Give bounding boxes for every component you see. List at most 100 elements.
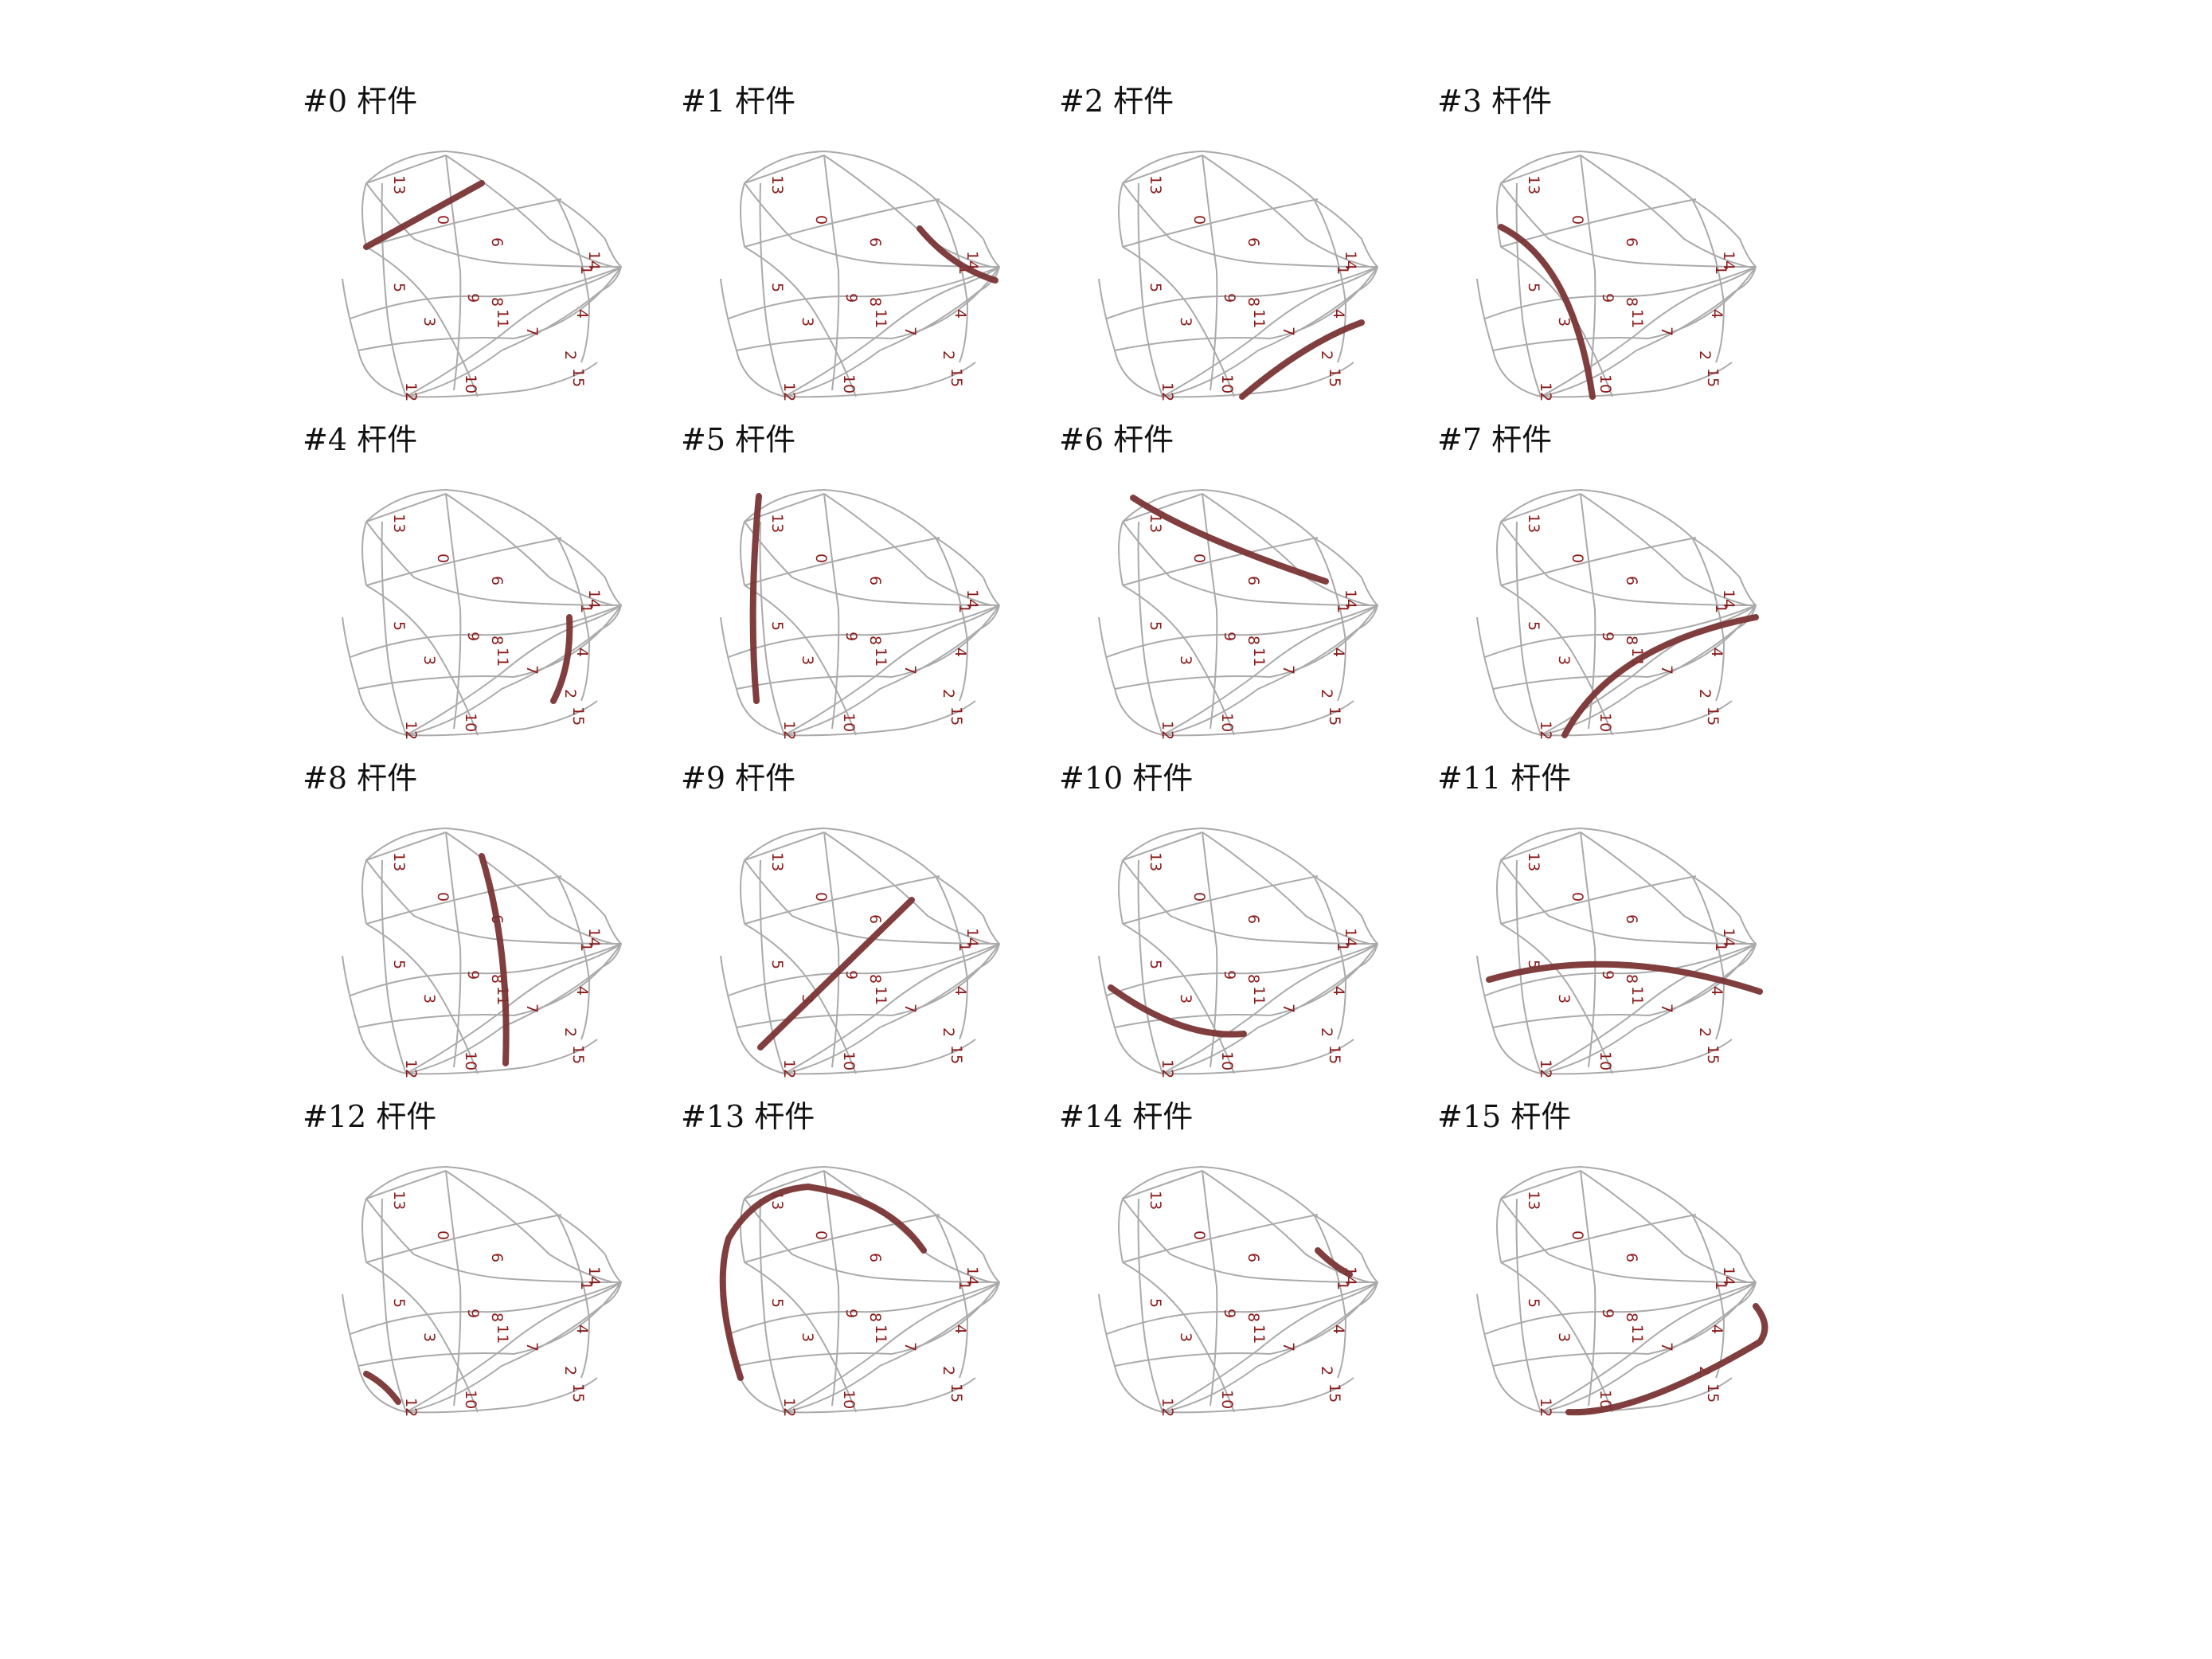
node-label-2: 2 — [561, 350, 579, 360]
node-label-8: 8 — [866, 297, 884, 307]
node-label-4: 4 — [952, 309, 969, 319]
mesh-edge — [365, 521, 622, 606]
node-label-11: 11 — [494, 309, 511, 328]
node-label-12: 12 — [780, 1059, 798, 1078]
node-label-14: 14 — [585, 928, 603, 947]
mesh-edge — [557, 198, 591, 363]
mesh-edge — [1122, 1198, 1378, 1283]
node-label-6: 6 — [1623, 576, 1640, 585]
node-label-9: 9 — [1221, 970, 1238, 980]
node-label-0: 0 — [1190, 892, 1208, 902]
mesh-edge — [1500, 1170, 1581, 1199]
node-label-4: 4 — [1330, 986, 1347, 996]
node-label-0: 0 — [1569, 215, 1586, 225]
mesh-edge — [365, 1198, 622, 1283]
mesh-edge — [1540, 1281, 1757, 1413]
node-label-5: 5 — [390, 1298, 408, 1308]
node-label-8: 8 — [1623, 636, 1640, 645]
mesh-edge — [1496, 827, 1693, 925]
mesh-edge — [935, 198, 969, 363]
node-label-6: 6 — [1245, 237, 1262, 247]
panel-title: #11 杆件 — [1437, 761, 1571, 796]
mesh-edge — [736, 266, 1000, 351]
node-label-2: 2 — [1318, 1366, 1335, 1375]
node-label-12: 12 — [1537, 721, 1554, 740]
mesh-edge — [1202, 155, 1218, 391]
node-label-1: 1 — [1712, 604, 1729, 613]
node-label-2: 2 — [940, 350, 957, 360]
mesh-edge — [445, 155, 614, 268]
mesh-edge — [362, 827, 558, 925]
node-label-0: 0 — [434, 554, 451, 563]
mesh-edge — [1313, 198, 1379, 291]
mesh-edge — [1515, 182, 1542, 397]
node-label-6: 6 — [1245, 1253, 1262, 1262]
mesh-edge — [1202, 155, 1370, 268]
node-label-14: 14 — [963, 589, 981, 608]
mesh-edge — [557, 537, 623, 630]
node-label-6: 6 — [866, 914, 884, 924]
node-label-0: 0 — [812, 1231, 830, 1240]
node-label-3: 3 — [1555, 655, 1573, 665]
mesh-edge — [1540, 1039, 1733, 1075]
mesh-edge — [365, 859, 622, 945]
node-label-6: 6 — [1623, 237, 1640, 247]
panel-title: #14 杆件 — [1059, 1099, 1193, 1134]
node-label-6: 6 — [866, 1253, 884, 1262]
node-label-0: 0 — [1569, 1231, 1586, 1240]
mesh-edge — [381, 859, 407, 1074]
node-label-9: 9 — [842, 293, 860, 303]
mesh-edge — [381, 521, 407, 736]
node-label-1: 1 — [956, 942, 973, 952]
node-label-8: 8 — [488, 1313, 506, 1322]
node-label-2: 2 — [940, 1027, 957, 1037]
node-label-3: 3 — [799, 1332, 816, 1342]
mesh-edge — [1484, 1281, 1757, 1335]
mesh-edge — [405, 362, 598, 398]
node-label-14: 14 — [963, 928, 981, 947]
node-label-7: 7 — [901, 327, 919, 336]
mesh-edge — [1540, 362, 1733, 398]
node-label-15: 15 — [948, 1045, 965, 1064]
node-label-1: 1 — [577, 604, 595, 613]
node-label-11: 11 — [1628, 309, 1646, 328]
mesh-edge — [1500, 1214, 1697, 1263]
node-label-11: 11 — [1628, 1324, 1646, 1344]
node-label-1: 1 — [1712, 942, 1729, 952]
mesh-edge — [405, 605, 622, 736]
node-label-4: 4 — [952, 648, 969, 657]
highlighted-member-12 — [363, 1371, 401, 1405]
mesh-edge — [1118, 1165, 1315, 1263]
panel-title: #0 杆件 — [303, 84, 417, 119]
highlighted-member-13 — [719, 1183, 927, 1381]
mesh-edge — [445, 831, 614, 945]
node-label-3: 3 — [799, 655, 816, 665]
mesh-edge — [784, 1377, 976, 1414]
mesh-edge — [1691, 875, 1725, 1040]
mesh-edge — [445, 1170, 462, 1407]
node-label-9: 9 — [1599, 970, 1616, 980]
mesh-edge — [1137, 521, 1163, 736]
node-label-7: 7 — [523, 1342, 541, 1352]
node-label-11: 11 — [1250, 648, 1268, 667]
node-label-3: 3 — [420, 994, 438, 1004]
mesh-edge — [823, 155, 840, 391]
node-label-4: 4 — [952, 1324, 969, 1334]
mesh-edge — [1484, 605, 1757, 658]
node-label-14: 14 — [1720, 1266, 1737, 1285]
mesh-edge — [744, 182, 1000, 268]
mesh-edge — [445, 1170, 614, 1283]
node-label-1: 1 — [1334, 1281, 1351, 1290]
mesh-edge — [1691, 198, 1757, 291]
node-label-8: 8 — [488, 636, 506, 645]
node-label-10: 10 — [462, 1390, 479, 1409]
node-label-13: 13 — [390, 175, 408, 194]
node-label-15: 15 — [948, 368, 965, 387]
mesh-edge — [1114, 1281, 1378, 1367]
node-label-6: 6 — [488, 237, 506, 247]
node-label-8: 8 — [1245, 297, 1262, 307]
